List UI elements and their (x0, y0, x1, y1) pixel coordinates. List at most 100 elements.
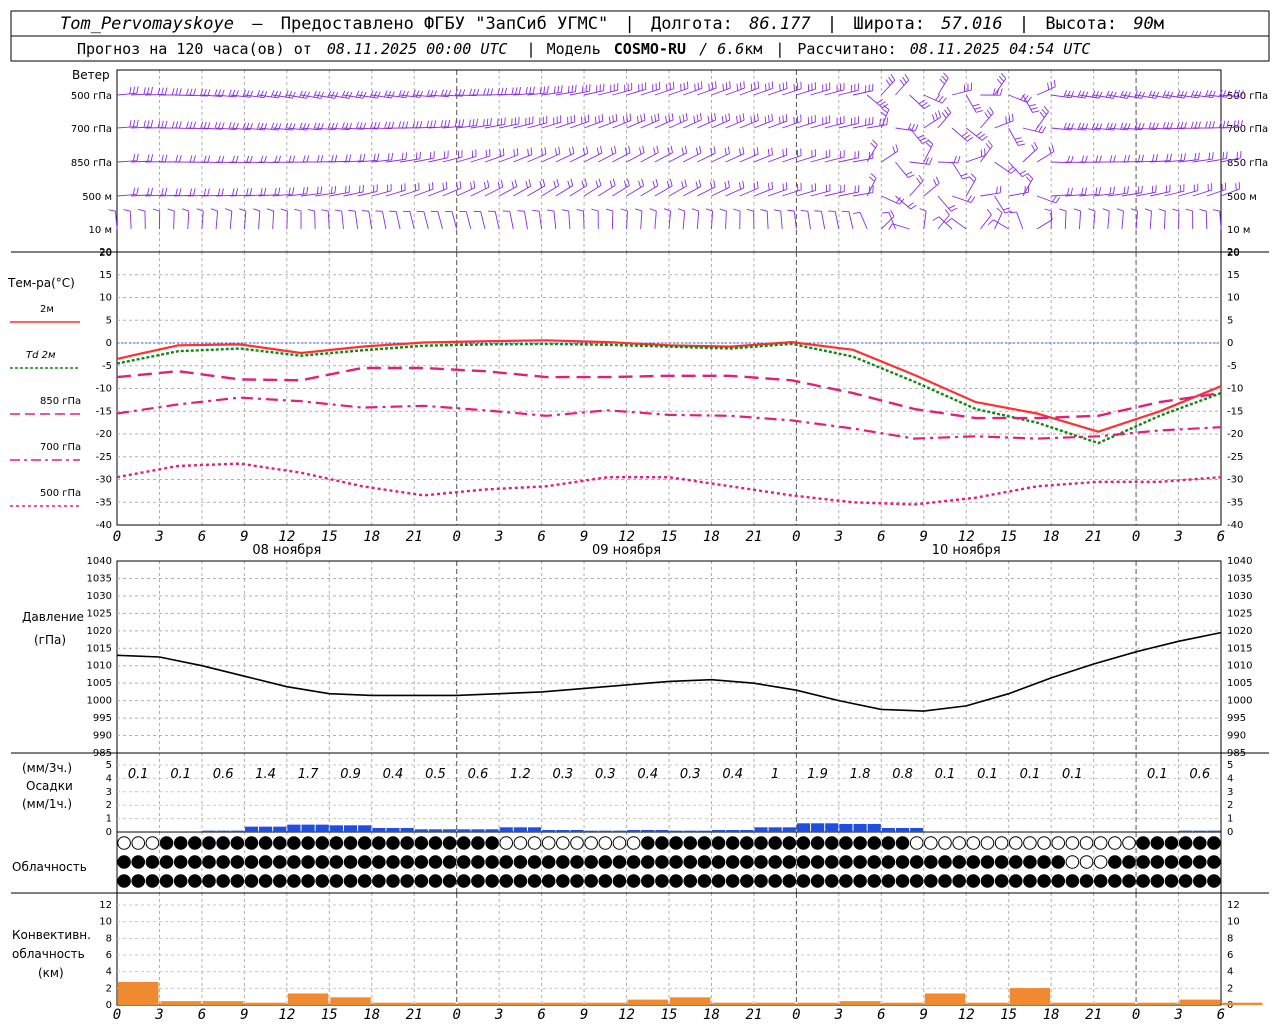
wind-barb-feather (691, 208, 699, 212)
wind-barb-feather (1162, 121, 1166, 129)
press-tick-left: 1010 (87, 661, 112, 672)
wind-barb-feather (280, 208, 288, 212)
wind-barb-feather (888, 223, 893, 230)
wind-barb-feather (193, 121, 197, 129)
wind-barb-feather (970, 196, 976, 203)
wind-level-left: 850 гПа (71, 158, 112, 169)
cloud-cover-symbol (824, 855, 839, 869)
cloud-cover-symbol (1079, 855, 1094, 869)
wind-barb-feather (377, 153, 380, 161)
cloud-cover-symbol (598, 836, 613, 850)
cloud-cover-symbol (499, 874, 514, 888)
wind-barb-feather (606, 208, 614, 212)
conv-x-hour-label: 6 (537, 1007, 545, 1023)
wind-barb-feather (895, 144, 899, 152)
wind-barb-feather (232, 188, 235, 196)
cloud-cover-symbol (442, 874, 457, 888)
conv-x-hour-label: 12 (618, 1007, 635, 1023)
wind-barb-feather (207, 89, 211, 97)
cloud-cover-symbol (994, 836, 1009, 850)
cloud-cover-symbol (626, 836, 641, 850)
wind-barb-feather (638, 180, 641, 188)
wind-barb-feather (405, 91, 409, 98)
wind-barb (682, 211, 686, 230)
wind-barb (895, 161, 909, 178)
wind-barb-feather (814, 210, 822, 212)
cloud-cover-symbol (188, 836, 202, 850)
wind-barb (697, 186, 716, 197)
x-hour-label: 0 (792, 529, 800, 545)
wind-barb-feather (263, 187, 267, 195)
cloud-cover-symbol (315, 874, 330, 888)
wind-barb-feather (302, 91, 307, 98)
wind-barb-feather (1113, 186, 1115, 194)
wind-barb-feather (760, 209, 768, 212)
wind-barb-feather (1162, 90, 1167, 98)
wind-barb-feather (639, 147, 642, 155)
cloud-cover-symbol (655, 836, 669, 850)
wind-barb (583, 185, 602, 197)
wind-barb (697, 152, 716, 163)
conv-bar (1052, 1002, 1093, 1005)
wind-barb-feather (473, 180, 476, 188)
wind-barb-feather (341, 122, 345, 130)
conv-x-hour-label: 12 (958, 1007, 975, 1023)
cloud-cover-symbol (952, 855, 966, 869)
wind-barb-feather (986, 208, 992, 216)
cloud-cover-symbol (909, 874, 924, 888)
wind-barb (895, 195, 911, 210)
wind-barb-feather (1169, 153, 1172, 161)
press-tick-left: 1000 (87, 696, 112, 707)
wind-barb-feather (1119, 90, 1124, 98)
wind-barb-feather (196, 208, 204, 212)
cloud-cover-symbol (400, 874, 414, 888)
cloud-cover-symbol (655, 855, 669, 869)
wind-barb-feather (612, 178, 616, 186)
temp-tick-right: 0 (1227, 338, 1233, 349)
wind-barb-feather (685, 112, 688, 120)
wind-barb-feather (1003, 207, 1011, 211)
wind-barb (654, 211, 657, 230)
conv-bar (1094, 1002, 1136, 1005)
conv-tick-right: 2 (1227, 983, 1233, 994)
wind-barb-feather (1127, 186, 1129, 194)
precip-bar (782, 827, 796, 832)
wind-barb-feather (1194, 90, 1198, 98)
wind-barb-feather (529, 86, 532, 94)
wind-barb-feather (711, 82, 714, 90)
wind-barb (626, 211, 628, 230)
temp-tick-left: -10 (96, 384, 112, 395)
wind-barb-feather (200, 88, 204, 96)
wind-barb-feather (500, 87, 504, 95)
wind-barb-feather (1028, 104, 1036, 107)
wind-barb-feather (1148, 122, 1152, 130)
wind-barb-feather (1240, 120, 1243, 128)
wind-barb-feather (171, 88, 175, 96)
precip-bar (1079, 831, 1094, 832)
wind-barb-feather (433, 120, 437, 128)
wind-barb-feather (334, 185, 337, 194)
wind-barb-feather (207, 122, 211, 130)
cloud-cover-symbol (782, 836, 797, 850)
cloud-cover-symbol (1150, 836, 1165, 850)
temp-tick-right: -35 (1227, 497, 1243, 508)
cloud-cover-symbol (952, 874, 966, 888)
cloud-cover-symbol (725, 836, 740, 850)
wind-barb-feather (1172, 208, 1180, 212)
cloud-cover-symbol (867, 874, 882, 888)
wind-barb-feather (1141, 91, 1145, 99)
temp-series-line (116, 366, 1222, 420)
precip-bar (910, 827, 924, 832)
precip-bar (796, 823, 811, 832)
wind-barb-feather (147, 188, 150, 196)
wind-barb-feather (879, 118, 881, 126)
conv-x-hour-label: 6 (877, 1007, 885, 1023)
wind-barb-feather (302, 187, 305, 195)
wind-barb-feather (872, 185, 874, 193)
wind-barb (568, 211, 571, 230)
conv-tick-right: 4 (1227, 967, 1233, 978)
cloud-cover-symbol (824, 874, 839, 888)
wind-barb-feather (1222, 152, 1225, 160)
wind-barb-feather (622, 116, 625, 124)
wind-barb-feather (1236, 89, 1241, 97)
